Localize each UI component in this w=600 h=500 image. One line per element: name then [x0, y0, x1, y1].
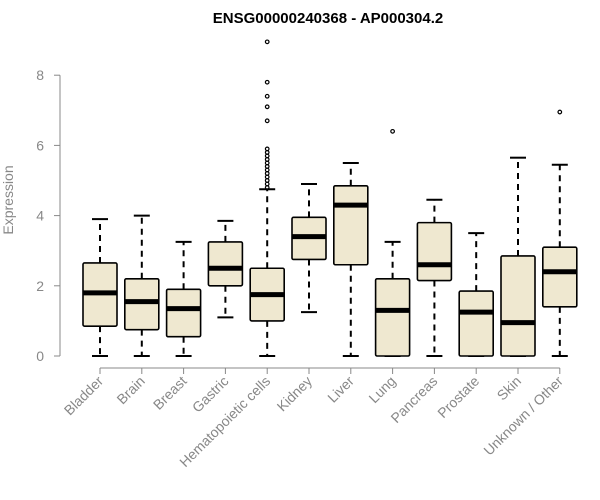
box-breast	[165, 240, 202, 357]
box-bladder	[82, 218, 118, 357]
x-tick-label: Liver	[324, 373, 357, 406]
outlier-point	[390, 128, 396, 134]
iqr-box	[207, 241, 244, 287]
box-hematopoietic-cells	[249, 39, 285, 357]
y-tick-label: 6	[36, 137, 44, 153]
y-tick-label: 0	[36, 348, 44, 364]
x-tick-label: Lung	[365, 373, 398, 406]
box-lung	[374, 128, 411, 357]
x-tick-label: Brain	[113, 373, 147, 407]
x-tick-label: Kidney	[274, 373, 316, 415]
outlier-point	[264, 79, 270, 85]
iqr-box	[458, 290, 495, 357]
x-tick-label: Skin	[494, 373, 525, 404]
iqr-box	[332, 184, 369, 266]
y-axis: 0 2 4 6 8	[36, 67, 61, 364]
box-unknown-other	[541, 109, 578, 357]
y-axis-label: Expression	[0, 165, 16, 234]
outlier-point	[557, 109, 563, 115]
outlier-point	[264, 39, 270, 45]
y-tick-label: 2	[36, 278, 44, 294]
box-prostate	[458, 232, 495, 357]
outlier-point	[264, 93, 270, 99]
x-tick-label: Unknown / Other	[480, 373, 566, 459]
box-pancreas	[416, 198, 453, 357]
box-liver	[332, 161, 369, 357]
box-kidney	[291, 183, 327, 314]
x-tick-label: Prostate	[434, 373, 482, 421]
x-tick-label: Bladder	[61, 373, 107, 419]
iqr-box	[500, 255, 536, 357]
outlier-point	[264, 118, 270, 124]
y-tick-label: 8	[36, 67, 44, 83]
outlier-point	[264, 104, 270, 110]
x-tick-label: Breast	[150, 373, 190, 413]
box-brain	[124, 214, 160, 357]
iqr-box	[374, 277, 411, 357]
iqr-box	[416, 221, 453, 282]
box-gastric	[207, 219, 244, 319]
y-tick-label: 4	[36, 208, 44, 224]
iqr-box	[541, 246, 578, 308]
iqr-box	[165, 288, 202, 338]
chart-title: ENSG00000240368 - AP000304.2	[213, 10, 443, 27]
outlier-point	[264, 146, 270, 152]
box-skin	[500, 156, 536, 357]
boxes-group	[82, 39, 578, 357]
iqr-box	[124, 277, 160, 331]
